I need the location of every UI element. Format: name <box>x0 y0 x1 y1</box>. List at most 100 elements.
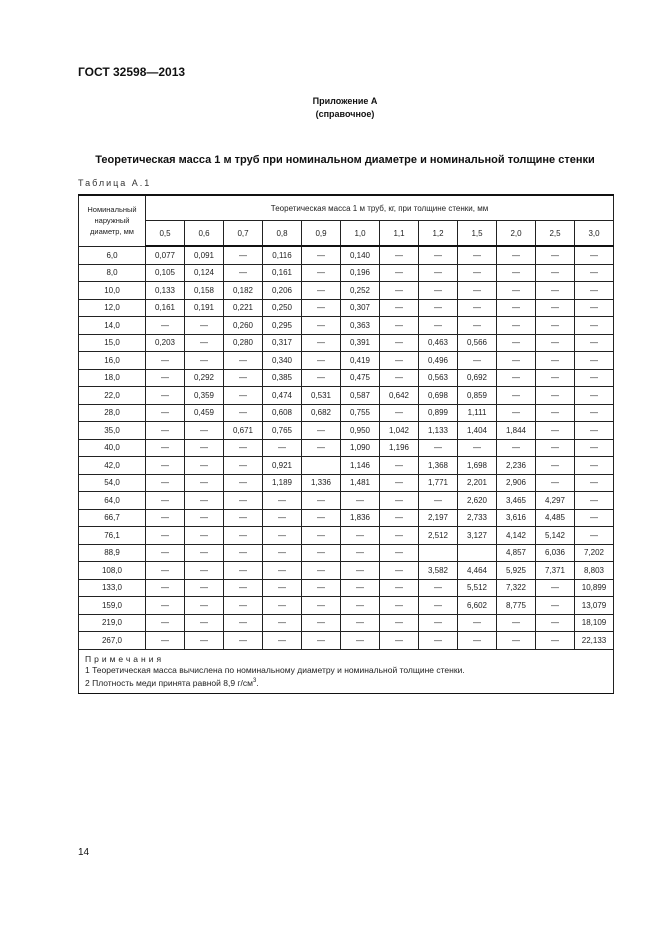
mass-cell: — <box>535 403 575 422</box>
mass-cell: — <box>184 438 224 457</box>
thickness-header: 0,5 <box>145 220 185 247</box>
mass-cell: — <box>145 368 185 387</box>
note-2-superscript: 3 <box>253 677 257 684</box>
mass-cell: — <box>340 613 380 632</box>
mass-cell: — <box>145 526 185 545</box>
mass-cell: 0,203 <box>145 333 185 352</box>
mass-cell: 0,475 <box>340 368 380 387</box>
mass-cell: — <box>496 281 536 300</box>
mass-cell: — <box>457 281 497 300</box>
mass-cell: — <box>301 561 341 580</box>
mass-cell: — <box>301 368 341 387</box>
first-column-header: Номинальный наружный диаметр, мм <box>78 194 146 247</box>
mass-cell: — <box>145 456 185 475</box>
mass-cell: — <box>223 578 263 597</box>
diameter-cell: 35,0 <box>78 421 146 440</box>
mass-cell: — <box>340 631 380 650</box>
mass-cell: — <box>418 281 458 300</box>
mass-cell: 6,602 <box>457 596 497 615</box>
mass-cell: — <box>496 333 536 352</box>
note-1: 1 Теоретическая масса вычислена по номин… <box>85 664 465 675</box>
mass-cell: 0,158 <box>184 281 224 300</box>
mass-cell: — <box>223 596 263 615</box>
mass-cell: — <box>379 508 419 527</box>
mass-cell: 0,105 <box>145 263 185 282</box>
mass-cell: — <box>340 543 380 562</box>
mass-cell: — <box>574 316 614 335</box>
diameter-cell: 76,1 <box>78 526 146 545</box>
mass-cell: 2,236 <box>496 456 536 475</box>
mass-cell: — <box>535 245 575 265</box>
mass-cell: — <box>262 526 302 545</box>
mass-cell: — <box>145 561 185 580</box>
mass-cell: — <box>145 543 185 562</box>
mass-cell: 10,899 <box>574 578 614 597</box>
diameter-cell: 14,0 <box>78 316 146 335</box>
mass-cell: — <box>535 456 575 475</box>
mass-cell: 1,844 <box>496 421 536 440</box>
mass-cell: 1,336 <box>301 473 341 492</box>
mass-cell: — <box>301 245 341 265</box>
mass-cell: — <box>379 333 419 352</box>
mass-cell: — <box>574 508 614 527</box>
mass-cell: — <box>418 613 458 632</box>
mass-cell: 8,775 <box>496 596 536 615</box>
table-row: 18,0—0,292—0,385—0,475—0,563 0,692— — — <box>78 368 614 387</box>
mass-cell: — <box>145 631 185 650</box>
mass-cell: — <box>496 351 536 370</box>
mass-cell: — <box>574 456 614 475</box>
mass-cell: 0,161 <box>262 263 302 282</box>
mass-cell: — <box>301 333 341 352</box>
section-title: Теоретическая масса 1 м труб при номинал… <box>95 154 595 166</box>
mass-cell: 2,733 <box>457 508 497 527</box>
mass-cell: — <box>145 403 185 422</box>
mass-cell: — <box>223 543 263 562</box>
mass-cell: — <box>418 298 458 317</box>
diameter-cell: 8,0 <box>78 263 146 282</box>
mass-cell: — <box>535 438 575 457</box>
mass-cell: — <box>301 263 341 282</box>
mass-cell: — <box>496 298 536 317</box>
table-label: Таблица А.1 <box>78 178 152 188</box>
mass-cell: — <box>223 508 263 527</box>
mass-cell: 0,950 <box>340 421 380 440</box>
thickness-header: 0,6 <box>184 220 224 247</box>
mass-cell: — <box>379 561 419 580</box>
mass-cell: 13,079 <box>574 596 614 615</box>
mass-cell: — <box>184 456 224 475</box>
thickness-header: 1,1 <box>379 220 419 247</box>
mass-cell: — <box>379 473 419 492</box>
mass-cell: 2,512 <box>418 526 458 545</box>
table-row: 64,0— — — — — — — —2,620 3,465 4,297— <box>78 491 614 510</box>
table-row: 6,0 0,077 0,091—0,116—0,140— — — — — — <box>78 245 614 265</box>
mass-cell: — <box>184 316 224 335</box>
mass-cell: — <box>457 613 497 632</box>
mass-cell: 1,404 <box>457 421 497 440</box>
mass-cell: — <box>379 613 419 632</box>
mass-cell: — <box>262 508 302 527</box>
mass-cell: 0,765 <box>262 421 302 440</box>
mass-cell: 0,363 <box>340 316 380 335</box>
mass-cell: — <box>535 298 575 317</box>
mass-cell: 0,091 <box>184 245 224 265</box>
mass-cell: — <box>262 438 302 457</box>
mass-cell: 2,201 <box>457 473 497 492</box>
table-row: 15,0 0,203—0,280 0,317—0,391—0,463 0,566— — — <box>78 333 614 352</box>
mass-cell: — <box>301 316 341 335</box>
table-row: 88,9— — — — — — —4,857 6,036 7,202 <box>78 543 614 562</box>
diameter-cell: 22,0 <box>78 386 146 405</box>
mass-cell: 0,191 <box>184 298 224 317</box>
diameter-cell: 133,0 <box>78 578 146 597</box>
mass-cell: — <box>184 596 224 615</box>
mass-cell: 1,698 <box>457 456 497 475</box>
mass-cell: 0,116 <box>262 245 302 265</box>
note-2-text: 2 Плотность меди принята равной 8,9 г/см <box>85 677 253 688</box>
mass-cell: — <box>145 596 185 615</box>
mass-cell: 0,295 <box>262 316 302 335</box>
mass-cell: 0,698 <box>418 386 458 405</box>
mass-cell: — <box>301 421 341 440</box>
mass-cell: — <box>574 333 614 352</box>
mass-cell: — <box>496 263 536 282</box>
mass-cell: — <box>535 613 575 632</box>
mass-cell: — <box>379 491 419 510</box>
